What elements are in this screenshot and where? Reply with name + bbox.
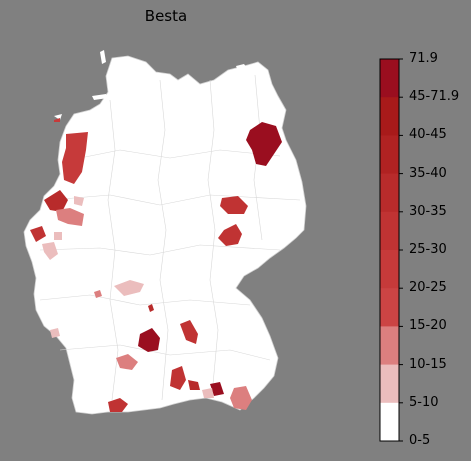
legend-swatch — [380, 326, 399, 366]
legend-swatch — [380, 402, 399, 442]
region-stuttgart — [138, 328, 160, 352]
region-magdeburg — [220, 196, 248, 214]
region-berlin — [246, 122, 282, 166]
legend-swatch — [380, 288, 399, 327]
legend-swatch — [380, 135, 399, 175]
legend-tick-label: 10-15 — [409, 356, 447, 372]
legend-tick-label: 35-40 — [409, 165, 447, 181]
district-boundaries — [39, 74, 301, 401]
region-pale-1 — [74, 196, 84, 206]
region-rosenheim — [210, 382, 224, 396]
legend-tick-label: 40-45 — [409, 127, 447, 143]
island — [100, 50, 106, 64]
region-frankfurt — [114, 280, 144, 296]
legend-tick-label: 30-35 — [409, 203, 447, 219]
island — [236, 64, 250, 76]
legend-tick-label: 15-20 — [409, 318, 447, 334]
island — [92, 94, 108, 100]
legend-swatch — [380, 211, 399, 251]
region-regensburg — [180, 320, 198, 344]
region-munsterland — [44, 190, 68, 212]
region-traunstein — [230, 386, 252, 410]
legend-tick-label: 45-71.9 — [409, 89, 460, 105]
region-aachen — [30, 226, 46, 242]
region-small-2 — [148, 304, 154, 312]
legend-tick-label: 5-10 — [409, 394, 439, 410]
region-pale-2 — [54, 232, 62, 240]
region-rosenheim-pale — [202, 388, 214, 398]
region-small-1 — [94, 290, 102, 298]
region-small-4 — [54, 118, 60, 122]
region-bodensee — [108, 398, 128, 412]
legend-swatch — [380, 59, 399, 98]
legend-tick-label: 25-30 — [409, 242, 447, 257]
legend-swatch — [380, 97, 399, 136]
region-halle — [218, 224, 242, 246]
legend-tick-label: 20-25 — [409, 280, 447, 296]
region-ostfriesland — [62, 132, 88, 184]
region-small-3 — [50, 328, 60, 338]
region-koln — [42, 242, 58, 260]
region-ruhr — [56, 208, 84, 226]
legend-swatch — [380, 364, 399, 404]
region-ulm — [116, 354, 138, 370]
legend-tick-label: 0-5 — [409, 433, 431, 448]
germany-outline — [23, 55, 307, 415]
region-munich-2 — [188, 380, 200, 390]
legend-tick-label: 71.9 — [409, 51, 438, 66]
region-munich — [170, 366, 186, 390]
legend-swatch — [380, 250, 399, 289]
legend-swatch — [380, 173, 399, 213]
map-title: Besta — [144, 7, 188, 25]
